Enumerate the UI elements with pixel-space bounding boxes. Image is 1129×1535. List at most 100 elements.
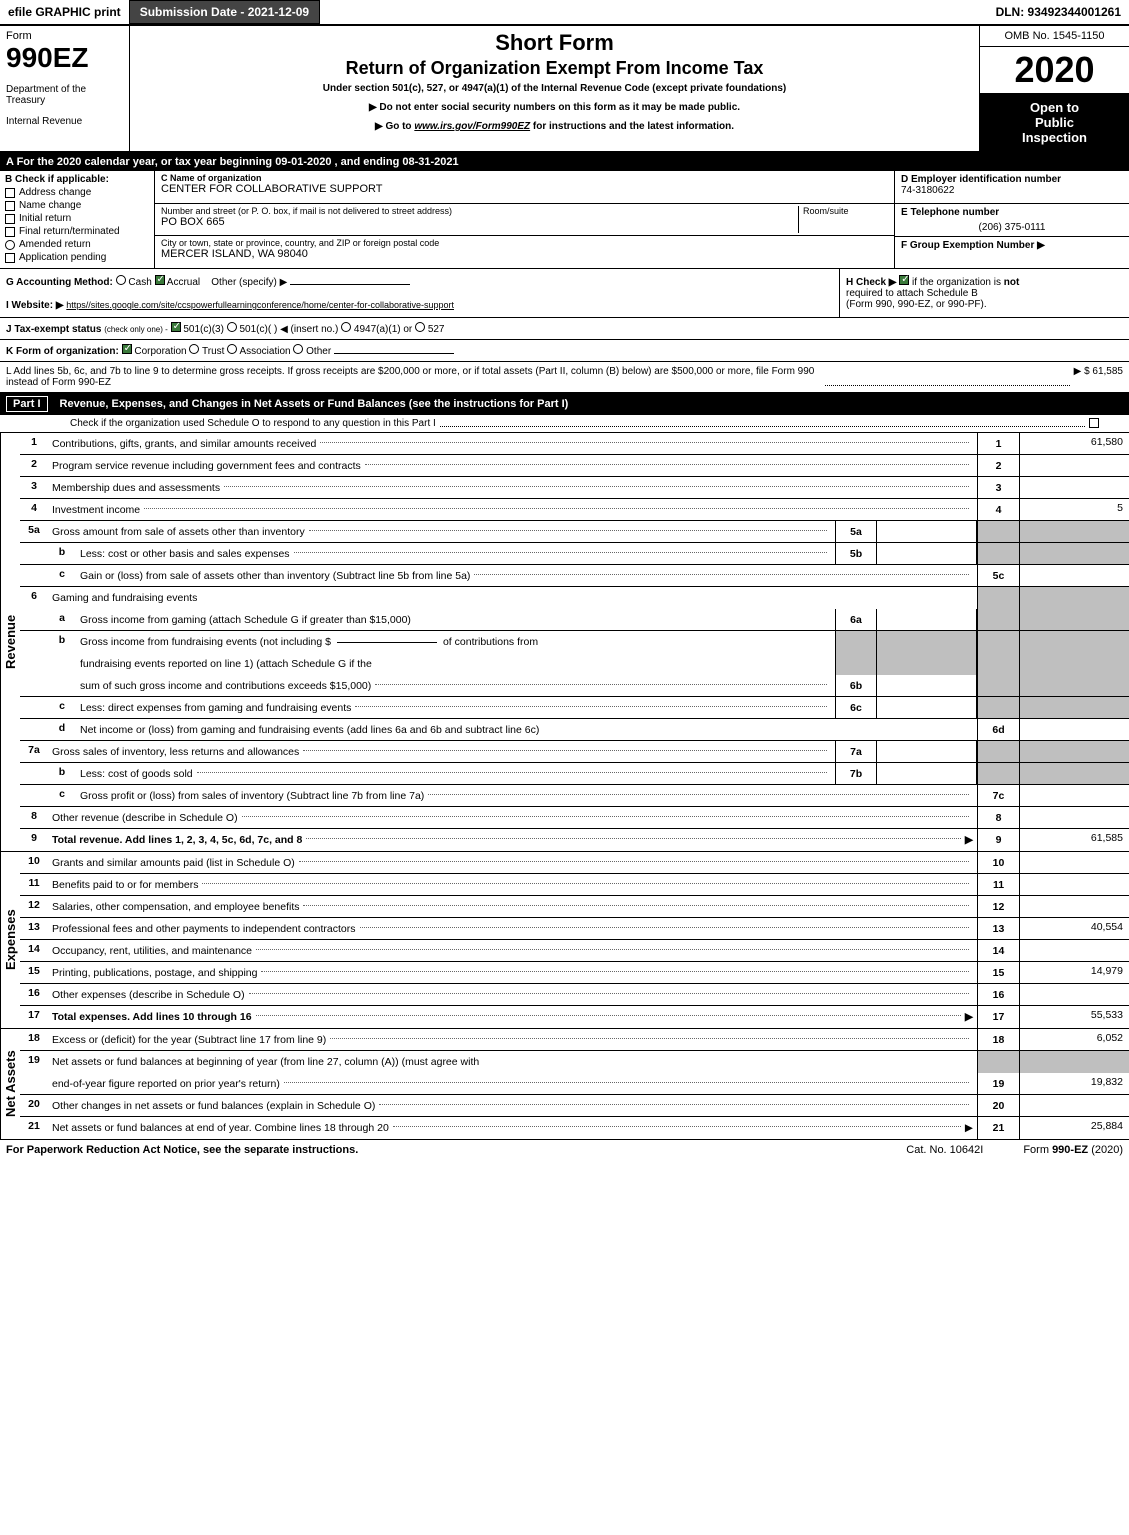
l3-outnum: 3 <box>977 477 1019 498</box>
l3-dots <box>224 486 969 487</box>
527-label: 527 <box>428 324 445 335</box>
website-url[interactable]: https//sites.google.com/site/ccspowerful… <box>66 300 454 310</box>
l11-text: Benefits paid to or for members <box>52 879 198 891</box>
other-org-line[interactable] <box>334 353 454 354</box>
cash-radio[interactable] <box>116 275 126 285</box>
assoc-radio[interactable] <box>227 344 237 354</box>
netassets-vert-label: Net Assets <box>0 1029 20 1139</box>
goto-instructions: ▶ Go to www.irs.gov/Form990EZ for instru… <box>140 121 969 132</box>
4947-label: 4947(a)(1) or <box>354 324 412 335</box>
l20-num: 20 <box>20 1095 48 1116</box>
l6b-text3: sum of such gross income and contributio… <box>80 680 371 692</box>
l13-dots <box>360 927 969 928</box>
room-label: Room/suite <box>803 206 888 216</box>
ein-cell: D Employer identification number 74-3180… <box>895 171 1129 204</box>
line-5b: b Less: cost or other basis and sales ex… <box>20 543 1129 565</box>
line-16: 16 Other expenses (describe in Schedule … <box>20 984 1129 1006</box>
irs-link[interactable]: www.irs.gov/Form990EZ <box>414 121 530 132</box>
footer-pre: Form <box>1023 1144 1052 1156</box>
other-specify-line[interactable] <box>290 284 410 285</box>
line-2: 2 Program service revenue including gove… <box>20 455 1129 477</box>
l5a-dots <box>309 530 827 531</box>
gross-receipts-row: L Add lines 5b, 6c, and 7b to line 9 to … <box>0 362 1129 393</box>
l10-amt <box>1019 852 1129 873</box>
l13-desc: Professional fees and other payments to … <box>48 918 977 939</box>
l9-text: Total revenue. Add lines 1, 2, 3, 4, 5c,… <box>52 834 302 846</box>
l6c-amtgrey <box>1019 697 1129 718</box>
527-radio[interactable] <box>415 322 425 332</box>
l6d-text: Net income or (loss) from gaming and fun… <box>80 724 539 736</box>
l19-amt: 19,832 <box>1019 1073 1129 1094</box>
l20-amt <box>1019 1095 1129 1116</box>
name-change-checkbox[interactable] <box>5 201 15 211</box>
l2-amt <box>1019 455 1129 476</box>
initial-return-checkbox[interactable] <box>5 214 15 224</box>
app-pending-checkbox[interactable] <box>5 253 15 263</box>
schedule-o-checkbox[interactable] <box>1089 418 1099 428</box>
l6b1-inAmtgrey <box>877 631 977 653</box>
org-name-value: CENTER FOR COLLABORATIVE SUPPORT <box>161 183 888 195</box>
efile-label[interactable]: efile GRAPHIC print <box>0 1 129 23</box>
l16-desc: Other expenses (describe in Schedule O) <box>48 984 977 1005</box>
open-to-public: Open to Public Inspection <box>980 94 1129 151</box>
g-label: G Accounting Method: <box>6 277 113 288</box>
amended-checkbox[interactable] <box>5 240 15 250</box>
line-19b: end-of-year figure reported on prior yea… <box>20 1073 1129 1095</box>
l16-dots <box>249 993 969 994</box>
l16-text: Other expenses (describe in Schedule O) <box>52 989 245 1001</box>
l5a-outgrey <box>977 521 1019 542</box>
expenses-vert-label: Expenses <box>0 852 20 1028</box>
tax-year: 2020 <box>980 47 1129 94</box>
line-15: 15 Printing, publications, postage, and … <box>20 962 1129 984</box>
footer-form: 990-EZ <box>1052 1144 1088 1156</box>
check-o-dots <box>440 418 1085 427</box>
501c-radio[interactable] <box>227 322 237 332</box>
l1-amt: 61,580 <box>1019 433 1129 454</box>
assoc-label: Association <box>239 346 290 357</box>
final-return-checkbox[interactable] <box>5 227 15 237</box>
corp-checkbox[interactable] <box>122 344 132 354</box>
l6b-inN: 6b <box>835 675 877 696</box>
l-amount: ▶ $ 61,585 <box>1074 366 1123 388</box>
l1-outnum: 1 <box>977 433 1019 454</box>
l19a-amtgrey <box>1019 1051 1129 1073</box>
accrual-checkbox[interactable] <box>155 275 165 285</box>
l2-num: 2 <box>20 455 48 476</box>
l7c-amt <box>1019 785 1129 806</box>
street-label: Number and street (or P. O. box, if mail… <box>161 206 798 216</box>
l9-arrow: ▶ <box>965 834 973 846</box>
l6b-text2: fundraising events reported on line 1) (… <box>80 658 372 670</box>
l18-outnum: 18 <box>977 1029 1019 1050</box>
l6c-text: Less: direct expenses from gaming and fu… <box>80 702 351 714</box>
l6b1-amtgrey <box>1019 631 1129 653</box>
line-9: 9 Total revenue. Add lines 1, 2, 3, 4, 5… <box>20 829 1129 851</box>
l6b-blank[interactable] <box>337 642 437 643</box>
l6c-dots <box>355 706 827 707</box>
tax-year-period: A For the 2020 calendar year, or tax yea… <box>0 153 1129 171</box>
ein-value: 74-3180622 <box>901 185 1123 196</box>
l2-desc: Program service revenue including govern… <box>48 455 977 476</box>
tel-cell: E Telephone number (206) 375-0111 <box>895 204 1129 237</box>
addr-change-checkbox[interactable] <box>5 188 15 198</box>
other-org-radio[interactable] <box>293 344 303 354</box>
h-checkbox[interactable] <box>899 275 909 285</box>
dept-irs: Internal Revenue <box>6 116 123 127</box>
goto-pre: ▶ Go to <box>375 121 414 132</box>
submission-date-button[interactable]: Submission Date - 2021-12-09 <box>129 0 320 24</box>
l6b2-outgrey <box>977 653 1019 675</box>
l8-num: 8 <box>20 807 48 828</box>
form-word: Form <box>6 30 123 42</box>
l6b-desc3: sum of such gross income and contributio… <box>76 675 835 696</box>
l13-text: Professional fees and other payments to … <box>52 923 356 935</box>
501c3-checkbox[interactable] <box>171 322 181 332</box>
initial-return-label: Initial return <box>19 213 71 224</box>
header-center: Short Form Return of Organization Exempt… <box>130 26 979 151</box>
group-exemption-label: F Group Exemption Number ▶ <box>901 240 1045 251</box>
l21-outnum: 21 <box>977 1117 1019 1139</box>
l20-dots <box>379 1104 969 1105</box>
l12-amt <box>1019 896 1129 917</box>
4947-radio[interactable] <box>341 322 351 332</box>
part-1-title: Revenue, Expenses, and Changes in Net As… <box>60 398 569 410</box>
l15-num: 15 <box>20 962 48 983</box>
trust-radio[interactable] <box>189 344 199 354</box>
